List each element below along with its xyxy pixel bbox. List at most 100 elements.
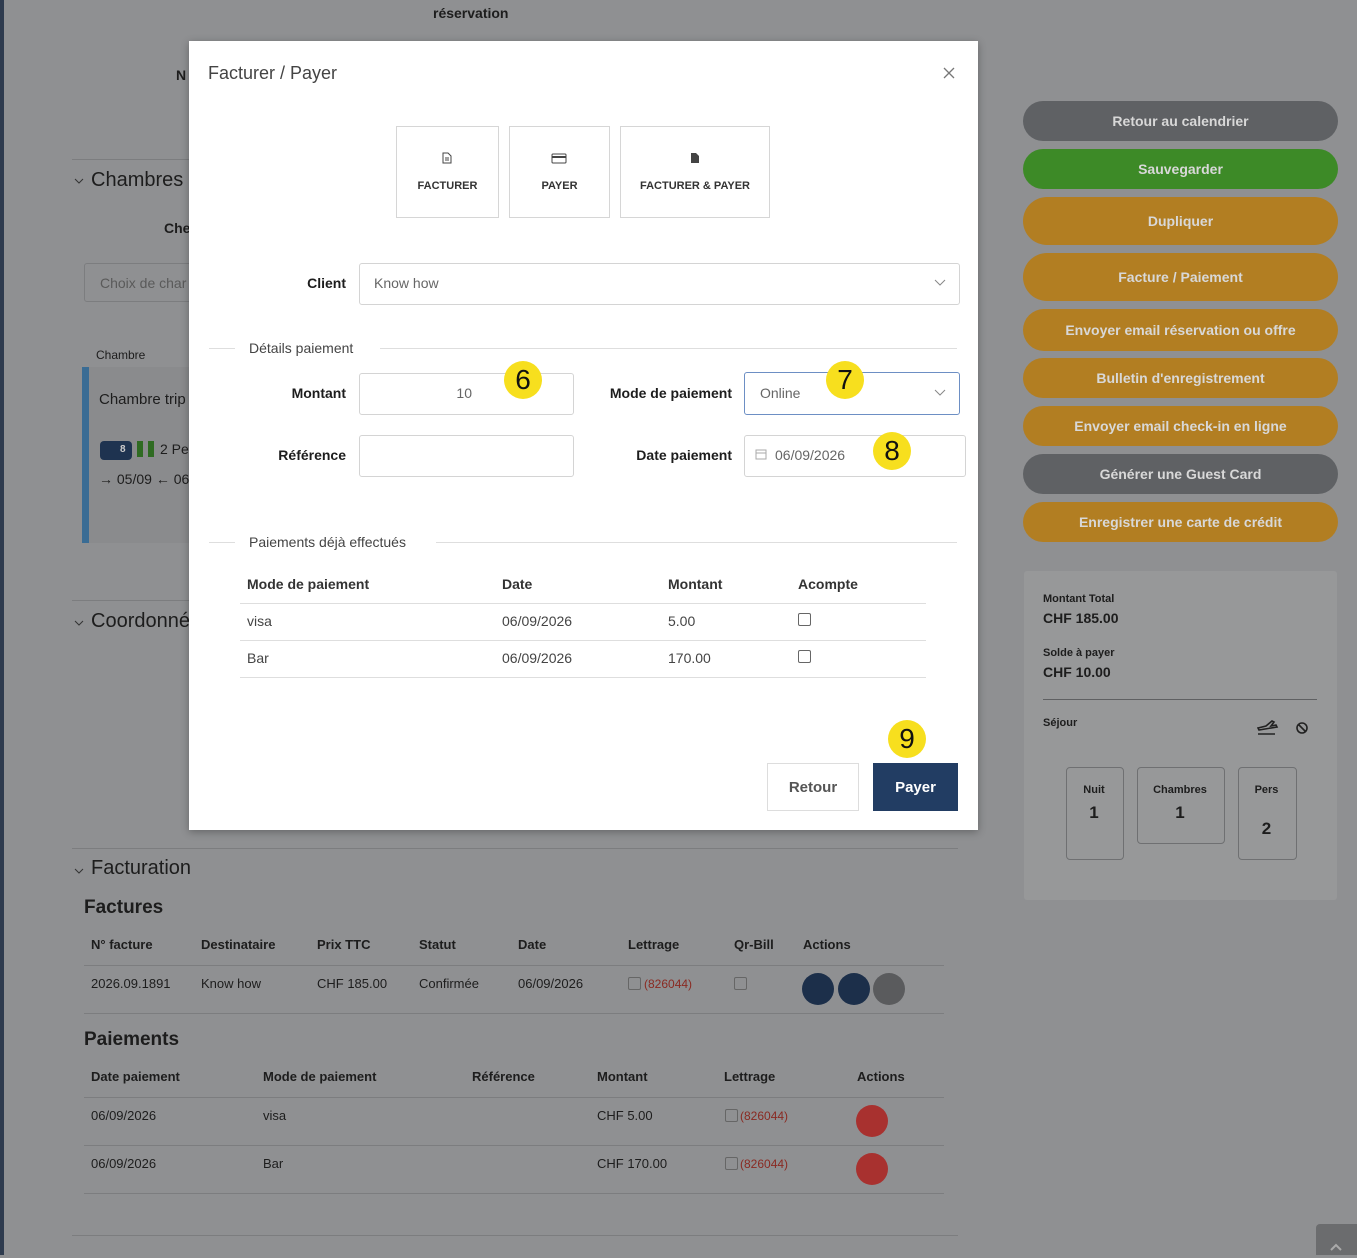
legend-line — [209, 542, 235, 543]
summary-value: CHF 185.00 — [1043, 610, 1119, 626]
th: Destinataire — [201, 937, 276, 952]
legend-line — [436, 542, 957, 543]
badge-count: 8 — [120, 444, 126, 455]
stat-box — [1066, 767, 1124, 860]
action-card[interactable] — [396, 126, 499, 218]
td: 5.00 — [668, 613, 696, 629]
table-title: Factures — [84, 897, 164, 918]
td: 2026.09.1891 — [91, 976, 171, 991]
room-name: Chambre trip — [99, 391, 186, 408]
section-title[interactable]: Coordonné — [91, 610, 190, 632]
icon — [551, 153, 567, 164]
legend: Détails paiement — [249, 340, 354, 356]
th: Référence — [472, 1069, 535, 1084]
lettrage-link[interactable]: (826044) — [740, 1157, 789, 1171]
stat-label: Nuit — [1083, 784, 1105, 796]
field-label: Date paiement — [636, 447, 732, 463]
checkbox[interactable] — [725, 1109, 738, 1122]
client-select[interactable] — [359, 263, 960, 305]
chevron — [934, 279, 946, 286]
legend-line — [209, 348, 235, 349]
field-label: Référence — [278, 447, 346, 463]
sidebar-button[interactable]: Envoyer email réservation ou offre — [1023, 309, 1338, 351]
delete-button[interactable] — [856, 1105, 888, 1137]
back-button[interactable]: Retour — [767, 763, 859, 811]
card-accent — [82, 367, 89, 543]
th: Acompte — [798, 576, 858, 592]
sidebar-button[interactable]: Bulletin d'enregistrement — [1023, 358, 1338, 398]
sidebar-button[interactable]: Sauvegarder — [1023, 149, 1338, 189]
scroll-top-button[interactable] — [1316, 1224, 1357, 1255]
action-label: PAYER — [541, 180, 578, 192]
select-value: Know how — [374, 275, 439, 291]
delete-button[interactable] — [856, 1153, 888, 1185]
input-value: 10 — [456, 385, 472, 401]
th: Date — [502, 576, 533, 592]
send-button[interactable] — [873, 973, 905, 1005]
reference-input[interactable] — [359, 435, 574, 477]
checkbox[interactable] — [725, 1157, 738, 1170]
summary-label: Solde à payer — [1043, 647, 1115, 659]
summary-value: CHF 10.00 — [1043, 664, 1111, 680]
modal-title: Facturer / Payer — [208, 63, 338, 83]
annotation: 6 — [504, 361, 542, 399]
checkbox[interactable] — [734, 977, 747, 990]
close-button[interactable] — [943, 67, 955, 79]
reservation-label: réservation — [433, 5, 509, 21]
checkbox[interactable] — [628, 977, 641, 990]
checkbox[interactable] — [798, 650, 811, 663]
td: Bar — [247, 650, 269, 666]
stat-box — [1137, 767, 1225, 844]
sidebar-button[interactable]: Dupliquer — [1023, 197, 1338, 245]
checkbox[interactable] — [798, 613, 811, 626]
legend-line — [380, 348, 957, 349]
collapse-icon — [74, 178, 84, 184]
action-card[interactable] — [509, 126, 610, 218]
action-label: FACTURER — [417, 180, 478, 192]
td: Bar — [263, 1156, 284, 1171]
summary-label: Séjour — [1043, 717, 1078, 729]
table-title: Paiements — [84, 1029, 180, 1050]
section-title[interactable]: Chambres — [91, 169, 184, 191]
input-value: 06/09/2026 — [775, 447, 846, 463]
th: N° facture — [91, 937, 153, 952]
column-header: Chambre — [96, 348, 146, 362]
summary-divider — [1043, 699, 1317, 700]
sidebar-button[interactable]: Générer une Guest Card — [1023, 454, 1338, 494]
field-label: Client — [307, 275, 346, 291]
td: 06/09/2026 — [502, 650, 573, 666]
lettrage-link[interactable]: (826044) — [644, 977, 693, 991]
sidebar-button[interactable]: Retour au calendrier — [1023, 101, 1338, 141]
date-input[interactable] — [744, 435, 966, 477]
row-line — [240, 640, 926, 641]
room-card[interactable] — [82, 367, 189, 543]
th: Statut — [419, 937, 456, 952]
stay-icons[interactable] — [1257, 720, 1311, 736]
divider — [72, 1235, 958, 1236]
stat-box — [1238, 767, 1297, 860]
pay-button[interactable]: Payer — [873, 763, 958, 811]
th: Lettrage — [724, 1069, 776, 1084]
lettrage-link[interactable]: (826044) — [740, 1109, 789, 1123]
th: Mode de paiement — [263, 1069, 377, 1084]
sidebar-button[interactable]: Enregistrer une carte de crédit — [1023, 502, 1338, 542]
td: CHF 5.00 — [597, 1108, 653, 1123]
view-button[interactable] — [802, 973, 834, 1005]
sidebar-button[interactable]: Envoyer email check-in en ligne — [1023, 406, 1338, 446]
summary-card — [1024, 571, 1337, 900]
row-line — [240, 677, 926, 678]
th: Actions — [803, 937, 851, 952]
section-title[interactable]: Facturation — [91, 857, 192, 879]
td: CHF 185.00 — [317, 976, 388, 991]
sidebar-button[interactable]: Facture / Paiement — [1023, 253, 1338, 301]
row-line — [240, 603, 926, 604]
guest-count: 2 Pe — [160, 441, 189, 457]
icon — [691, 153, 699, 163]
reload-button[interactable] — [838, 973, 870, 1005]
field-label: Montant — [291, 385, 346, 401]
stat-label: Pers — [1254, 784, 1279, 796]
action-card[interactable] — [620, 126, 770, 218]
side-strip — [0, 0, 4, 1255]
annotation: 7 — [826, 361, 864, 399]
th: Prix TTC — [317, 937, 371, 952]
